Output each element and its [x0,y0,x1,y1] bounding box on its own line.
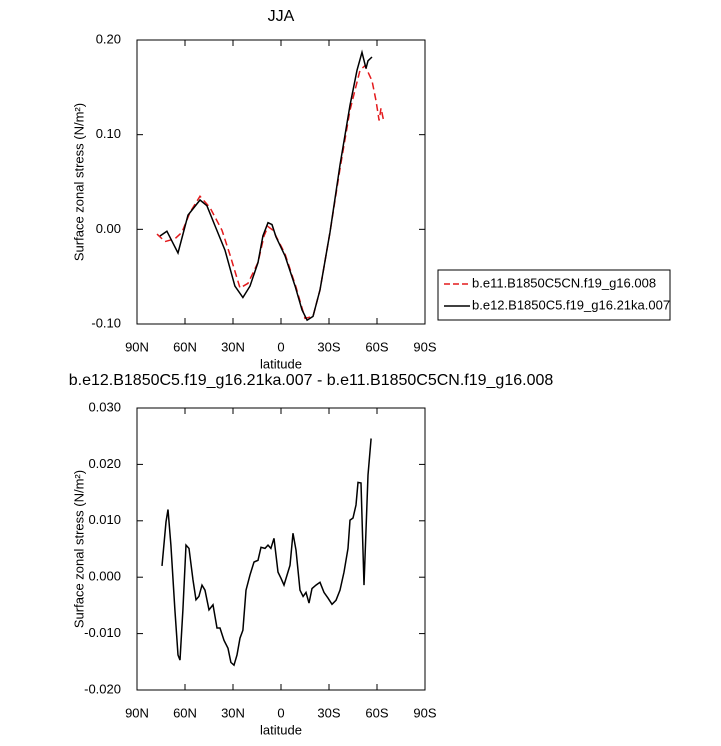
y-tick-label: 0.000 [88,569,121,584]
legend-box [437,269,671,321]
x-tick-label: 90N [125,339,149,354]
y-tick-label: 0.010 [88,512,121,527]
y-tick-label: 0.030 [88,399,121,414]
x-tick-label: 60N [173,339,197,354]
x-tick-label: 0 [277,705,284,720]
legend-label: b.e12.B1850C5.f19_g16.21ka.007 [472,297,670,312]
y-axis-label: Surface zonal stress (N/m²) [71,103,86,261]
plot-frame [136,39,426,325]
x-tick-label: 30N [221,705,245,720]
data-line [161,438,372,667]
x-tick-label: 30S [317,705,340,720]
y-tick-label: 0.20 [96,31,121,46]
y-tick-label: -0.020 [84,681,121,696]
x-tick-label: 60S [365,339,388,354]
x-axis-label: latitude [260,356,302,371]
x-tick-label: 0 [277,339,284,354]
x-axis-label: latitude [260,722,302,737]
y-tick-label: -0.10 [91,315,121,330]
x-tick-label: 60S [365,705,388,720]
x-tick-label: 90S [413,339,436,354]
y-tick-label: -0.010 [84,625,121,640]
y-tick-label: 0.020 [88,456,121,471]
chart-title: JJA [268,8,295,25]
data-line [159,49,373,322]
x-tick-label: 90S [413,705,436,720]
x-tick-label: 90N [125,705,149,720]
chart-title: b.e12.B1850C5.f19_g16.21ka.007 - b.e11.B… [69,372,554,389]
y-axis-label: Surface zonal stress (N/m²) [71,470,86,628]
y-tick-label: 0.10 [96,126,121,141]
x-tick-label: 60N [173,705,197,720]
legend-label: b.e11.B1850C5CN.f19_g16.008 [472,275,656,290]
y-tick-label: 0.00 [96,221,121,236]
x-tick-label: 30N [221,339,245,354]
x-tick-label: 30S [317,339,340,354]
